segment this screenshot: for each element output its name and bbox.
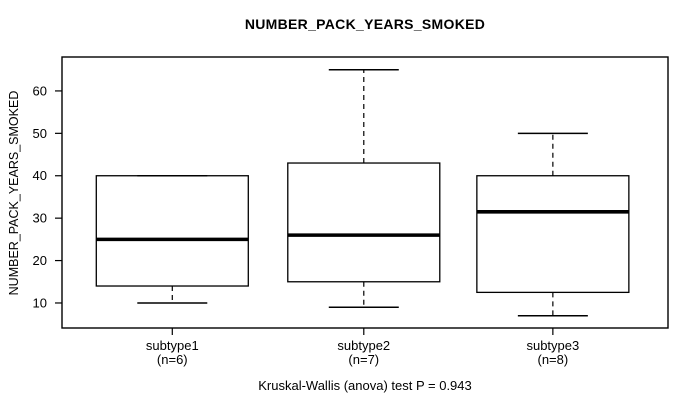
y-tick-label: 10 [33,295,47,310]
y-tick-label: 40 [33,168,47,183]
x-tick-label: subtype2 [337,338,390,353]
box-iqr [476,175,630,294]
x-tick-label: subtype1 [146,338,199,353]
x-tick-sublabel: (n=8) [538,352,569,367]
x-tick-label: subtype3 [526,338,579,353]
y-tick-label: 50 [33,126,47,141]
y-tick-label: 60 [33,83,47,98]
y-tick-label: 30 [33,211,47,226]
stat-test-caption: Kruskal-Wallis (anova) test P = 0.943 [258,378,472,393]
y-tick-label: 20 [33,253,47,268]
x-tick-sublabel: (n=6) [157,352,188,367]
x-tick-sublabel: (n=7) [348,352,379,367]
box-iqr [95,175,249,287]
chart-title: NUMBER_PACK_YEARS_SMOKED [244,16,486,32]
plot-border [61,56,669,329]
box-iqr [287,162,441,283]
